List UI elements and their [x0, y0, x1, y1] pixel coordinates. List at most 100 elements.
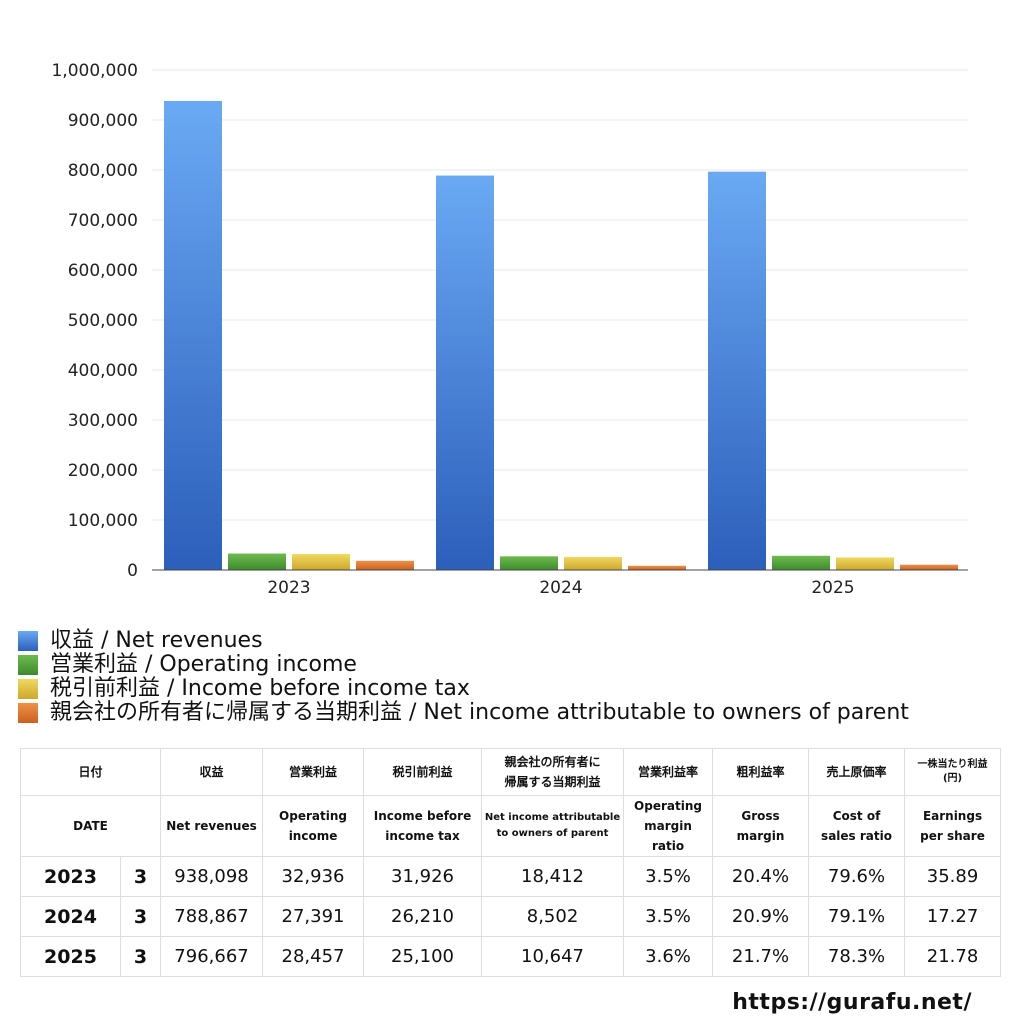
row-cost-ratio: 79.1% — [808, 896, 906, 937]
y-tick-label: 800,000 — [68, 161, 138, 181]
legend-label-operating-income: 営業利益 / Operating income — [50, 652, 357, 677]
header-pretax-income-en: Income before income tax — [363, 795, 483, 857]
row-revenue: 796,667 — [160, 936, 264, 977]
bar-chart: 0 100,000 200,000 300,000 400,000 500,000 600,… — [51, 61, 968, 598]
row-operating-margin: 3.5% — [623, 896, 714, 937]
header-eps-ja-line1: 一株当たり利益 — [917, 759, 988, 770]
legend-item-net-revenues: 収益 / Net revenues — [18, 629, 909, 653]
header-operating-income-en: Operating income — [262, 795, 365, 857]
header-operating-margin-ja: 営業利益率 — [623, 748, 714, 796]
header-cost-ratio-en: Cost of sales ratio — [808, 795, 906, 857]
row-cost-ratio: 78.3% — [808, 936, 906, 977]
y-tick-label: 600,000 — [68, 261, 138, 281]
header-operating-margin-en-line3: ratio — [651, 839, 685, 853]
y-tick-label: 400,000 — [68, 361, 138, 381]
header-gross-margin-en-line2: margin — [736, 829, 785, 843]
header-operating-income-en-line1: Operating — [279, 809, 347, 823]
bar-2023-series-3 — [356, 560, 414, 570]
header-eps-en-line2: per share — [920, 829, 985, 843]
header-net-income-en: Net income attributable to owners of pare… — [481, 795, 625, 857]
bar-2025-series-1 — [772, 555, 830, 570]
legend-swatch-pretax-income — [18, 679, 38, 699]
row-gross-margin: 20.4% — [712, 856, 810, 897]
row-year: 2024 — [20, 896, 121, 937]
y-tick-label: 200,000 — [68, 461, 138, 481]
header-gross-margin-ja: 粗利益率 — [712, 748, 810, 796]
bar-2024-series-0 — [436, 175, 494, 570]
y-tick-label: 0 — [127, 561, 138, 581]
header-date-ja: 日付 — [19, 748, 162, 796]
site-url-link[interactable]: https://gurafu.net/ — [732, 990, 972, 1015]
row-month: 3 — [119, 936, 162, 977]
header-eps-en: Earnings per share — [904, 795, 1002, 857]
legend-swatch-operating-income — [18, 655, 38, 675]
row-pretax-income: 31,926 — [363, 856, 483, 897]
header-date-en: DATE — [19, 795, 162, 857]
y-tick-label: 500,000 — [68, 311, 138, 331]
legend-swatch-net-income — [18, 703, 38, 723]
legend-label-net-income: 親会社の所有者に帰属する当期利益 / Net income attributab… — [50, 700, 909, 725]
x-tick-label: 2023 — [267, 578, 310, 598]
legend-label-pretax-income: 税引前利益 / Income before income tax — [50, 676, 470, 701]
table-row: 2025 3 796,667 28,457 25,100 10,647 3.6%… — [20, 936, 1002, 977]
row-month: 3 — [119, 896, 162, 937]
row-operating-income: 32,936 — [262, 856, 365, 897]
header-operating-income-en-line2: income — [288, 829, 338, 843]
header-cost-ratio-ja: 売上原価率 — [808, 748, 906, 796]
header-net-income-ja-line2: 帰属する当期利益 — [504, 775, 601, 789]
chart-legend: 収益 / Net revenues 営業利益 / Operating incom… — [18, 629, 909, 725]
table-row: 2023 3 938,098 32,936 31,926 18,412 3.5%… — [20, 856, 1002, 897]
x-tick-label: 2024 — [539, 578, 582, 598]
header-pretax-income-en-line1: Income before — [373, 809, 472, 823]
bar-2024-series-3 — [628, 565, 686, 570]
header-net-income-en-line1: Net income attributable — [484, 812, 621, 823]
financial-table: 日付 収益 営業利益 税引前利益 親会社の所有者に 帰属する当期利益 営業利益率 … — [19, 748, 1002, 977]
table-header-row-ja: 日付 収益 営業利益 税引前利益 親会社の所有者に 帰属する当期利益 営業利益率 … — [19, 748, 1002, 796]
row-operating-income: 27,391 — [262, 896, 365, 937]
x-tick-label: 2025 — [811, 578, 854, 598]
row-operating-margin: 3.5% — [623, 856, 714, 897]
y-tick-label: 300,000 — [68, 411, 138, 431]
bar-2025-series-2 — [836, 557, 894, 570]
table-row: 2024 3 788,867 27,391 26,210 8,502 3.5% … — [20, 896, 1002, 937]
header-revenue-ja: 収益 — [160, 748, 264, 796]
y-tick-label: 700,000 — [68, 211, 138, 231]
bar-2025-series-3 — [900, 564, 958, 570]
header-operating-margin-en-line1: Operating — [634, 799, 702, 813]
bar-2024-series-1 — [500, 556, 558, 570]
bar-2024-series-2 — [564, 556, 622, 570]
row-pretax-income: 25,100 — [363, 936, 483, 977]
legend-label-net-revenues: 収益 / Net revenues — [50, 628, 263, 653]
header-operating-income-ja: 営業利益 — [262, 748, 365, 796]
row-month: 3 — [119, 856, 162, 897]
bar-2025-series-0 — [708, 171, 766, 570]
table-header-row-en: DATE Net revenues Operating income Income… — [19, 795, 1002, 857]
header-net-income-ja-line1: 親会社の所有者に — [504, 755, 601, 769]
legend-item-net-income: 親会社の所有者に帰属する当期利益 / Net income attributab… — [18, 701, 909, 725]
row-eps: 35.89 — [904, 856, 1002, 897]
bar-2023-series-2 — [292, 554, 350, 570]
header-cost-ratio-en-line2: sales ratio — [821, 829, 892, 843]
row-net-income: 10,647 — [481, 936, 625, 977]
row-net-income: 18,412 — [481, 856, 625, 897]
header-pretax-income-ja: 税引前利益 — [363, 748, 483, 796]
row-gross-margin: 20.9% — [712, 896, 810, 937]
bar-2023-series-1 — [228, 553, 286, 570]
header-net-income-ja: 親会社の所有者に 帰属する当期利益 — [481, 748, 625, 796]
header-revenue-en: Net revenues — [160, 795, 264, 857]
row-operating-income: 28,457 — [262, 936, 365, 977]
header-eps-ja: 一株当たり利益 (円) — [904, 748, 1002, 796]
row-eps: 21.78 — [904, 936, 1002, 977]
row-revenue: 938,098 — [160, 856, 264, 897]
y-tick-label: 100,000 — [68, 511, 138, 531]
bar-2023-series-0 — [164, 100, 222, 571]
row-revenue: 788,867 — [160, 896, 264, 937]
row-year: 2023 — [20, 856, 121, 897]
row-gross-margin: 21.7% — [712, 936, 810, 977]
row-cost-ratio: 79.6% — [808, 856, 906, 897]
header-operating-margin-en-line2: margin — [644, 819, 692, 833]
y-tick-label: 1,000,000 — [51, 61, 138, 81]
row-year: 2025 — [20, 936, 121, 977]
header-operating-margin-en: Operating margin ratio — [623, 795, 714, 857]
legend-item-pretax-income: 税引前利益 / Income before income tax — [18, 677, 909, 701]
